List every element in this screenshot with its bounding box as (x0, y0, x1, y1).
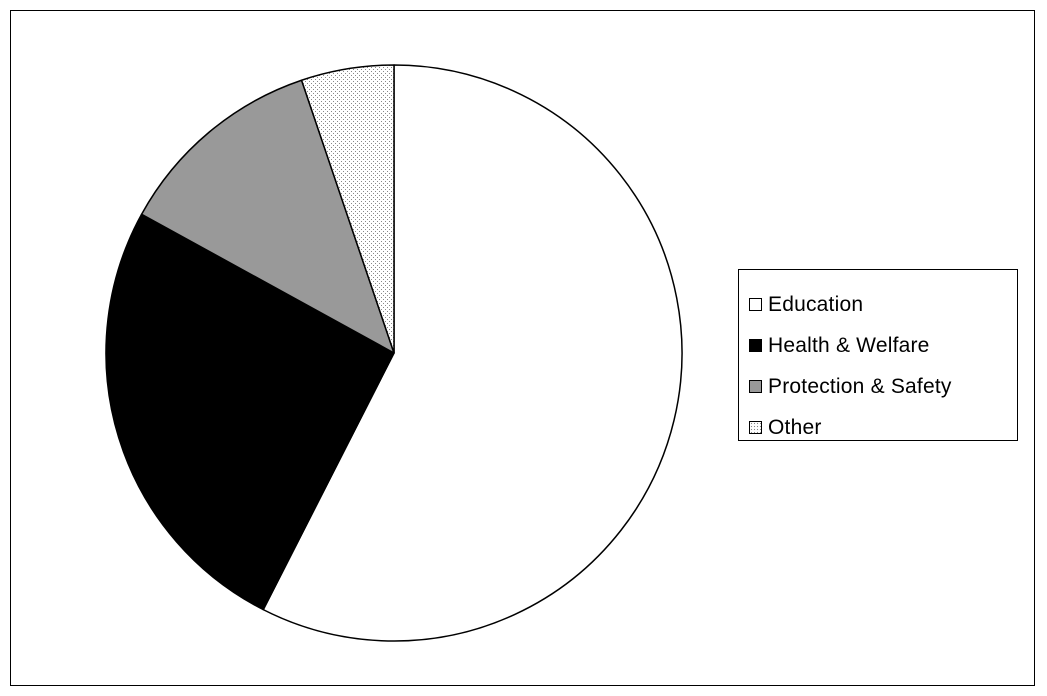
pie-chart (105, 64, 683, 642)
pie-slice-protection-safety (140, 79, 395, 354)
legend-swatch-health-welfare (749, 339, 762, 352)
legend-item-health-welfare: Health & Welfare (749, 325, 1017, 366)
legend-label-health-welfare: Health & Welfare (768, 333, 930, 357)
legend-item-education: Education (749, 284, 1017, 325)
legend: Education Health & Welfare Protection & … (738, 269, 1018, 441)
legend-label-other: Other (768, 415, 822, 439)
legend-label-education: Education (768, 292, 864, 316)
legend-swatch-education (749, 298, 762, 311)
legend-item-protection-safety: Protection & Safety (749, 366, 1017, 407)
legend-swatch-other (749, 421, 762, 434)
chart-area: Education Health & Welfare Protection & … (10, 10, 1035, 686)
legend-swatch-protection-safety (749, 380, 762, 393)
pie-slice-other (300, 64, 395, 354)
pie-slice-health-welfare (105, 213, 395, 611)
pie-slice-education (262, 64, 683, 642)
legend-label-protection-safety: Protection & Safety (768, 374, 952, 398)
legend-item-other: Other (749, 407, 1017, 448)
